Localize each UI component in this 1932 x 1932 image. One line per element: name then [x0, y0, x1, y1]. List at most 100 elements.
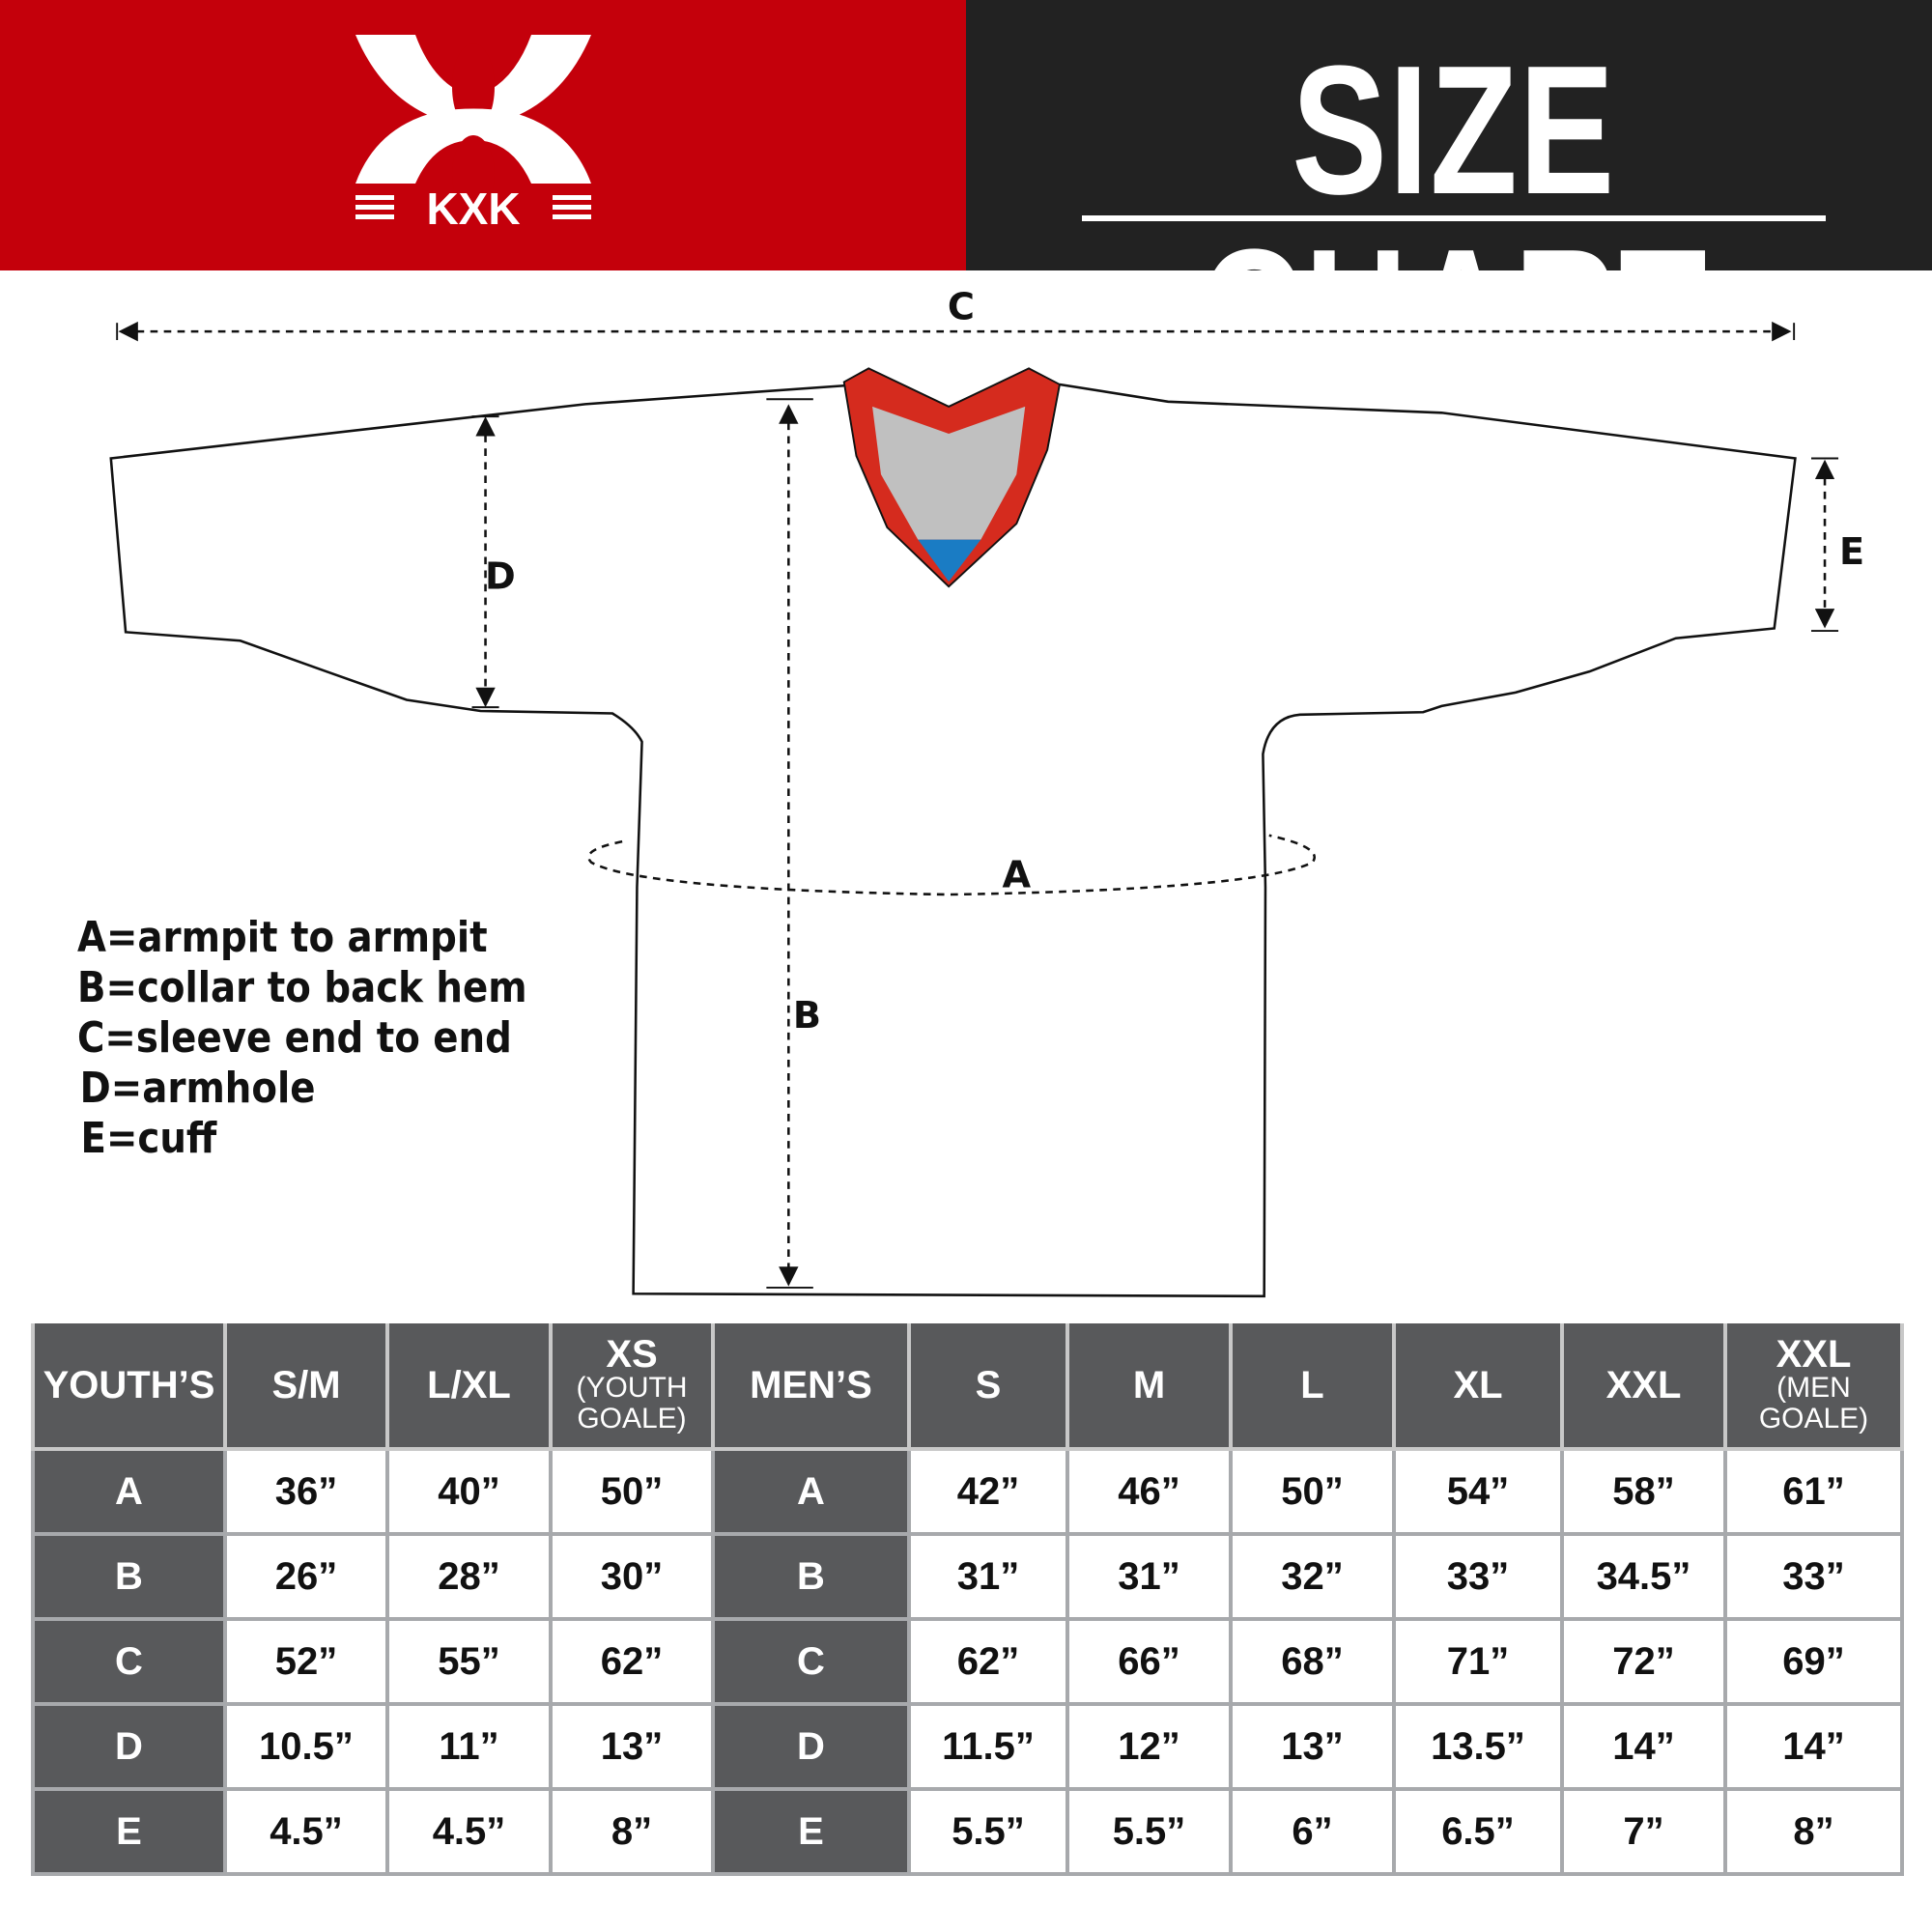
table-cell: 34.5” — [1560, 1532, 1727, 1621]
label-a: A — [1002, 853, 1031, 896]
table-cell: 61” — [1723, 1447, 1904, 1536]
table-cell: 58” — [1560, 1447, 1727, 1536]
column-header: XL — [1392, 1323, 1564, 1451]
column-header-label: XS — [606, 1333, 658, 1376]
row-label: C — [31, 1617, 227, 1706]
table-cell: 5.5” — [907, 1787, 1069, 1876]
column-header: M — [1065, 1323, 1233, 1451]
column-header: S/M — [223, 1323, 389, 1451]
logo-lettering: KXK — [426, 184, 520, 234]
label-d: D — [485, 555, 516, 599]
table-cell: 40” — [385, 1447, 553, 1536]
label-b: B — [793, 994, 821, 1037]
measurement-legend: A=armpit to armpit B=collar to back hem … — [77, 913, 527, 1164]
table-cell: 54” — [1392, 1447, 1564, 1536]
table-cell: 4.5” — [223, 1787, 389, 1876]
table-cell: 5.5” — [1065, 1787, 1233, 1876]
table-cell: 72” — [1560, 1617, 1727, 1706]
table-cell: 12” — [1065, 1702, 1233, 1791]
table-header-row: YOUTH’S S/M L/XL XS (YOUTH GOALE) MEN’S S M L XL X… — [31, 1323, 1904, 1451]
label-c: C — [948, 285, 975, 328]
column-header-label: S/M — [271, 1363, 341, 1406]
row-label: E — [711, 1787, 911, 1876]
label-e: E — [1839, 530, 1864, 574]
column-header-label: MEN’S — [750, 1363, 872, 1406]
table-cell: 66” — [1065, 1617, 1233, 1706]
column-header-label: XXL — [1605, 1363, 1682, 1406]
table-cell: 31” — [907, 1532, 1069, 1621]
table-row: E 4.5” 4.5” 8” E 5.5” 5.5” 6” 6.5” 7” 8” — [31, 1787, 1904, 1876]
table-cell: 52” — [223, 1617, 389, 1706]
collar-blue — [918, 539, 981, 582]
legend-item-c: C=sleeve end to end — [77, 1013, 512, 1063]
column-header-label: L/XL — [427, 1363, 511, 1406]
legend-item-a: A=armpit to armpit — [77, 913, 488, 962]
column-header-sublabel: (MEN GOALE) — [1758, 1372, 1869, 1435]
table-cell: 7” — [1560, 1787, 1727, 1876]
collar-gray — [872, 406, 1026, 540]
table-cell: 42” — [907, 1447, 1069, 1536]
jersey-outline — [109, 383, 1797, 1298]
column-header: XXL — [1560, 1323, 1727, 1451]
legend-item-e: E=cuff — [80, 1114, 217, 1163]
table-cell: 6” — [1229, 1787, 1396, 1876]
row-label: B — [31, 1532, 227, 1621]
row-label: E — [31, 1787, 227, 1876]
table-cell: 71” — [1392, 1617, 1564, 1706]
column-header-label: S — [975, 1363, 1002, 1406]
row-label: D — [711, 1702, 911, 1791]
table-cell: 33” — [1723, 1532, 1904, 1621]
table-cell: 46” — [1065, 1447, 1233, 1536]
table-cell: 30” — [549, 1532, 715, 1621]
kxk-logo: KXK — [355, 35, 591, 234]
table-cell: 13” — [549, 1702, 715, 1791]
table-cell: 33” — [1392, 1532, 1564, 1621]
column-header: XXL (MEN GOALE) — [1723, 1323, 1904, 1451]
table-cell: 11” — [385, 1702, 553, 1791]
column-header-sublabel: (YOUTH GOALE) — [576, 1372, 688, 1435]
table-row: A 36” 40” 50” A 42” 46” 50” 54” 58” 61” — [31, 1447, 1904, 1536]
column-header-label: XXL — [1776, 1333, 1852, 1376]
table-cell: 55” — [385, 1617, 553, 1706]
size-table: YOUTH’S S/M L/XL XS (YOUTH GOALE) MEN’S S M L XL X… — [31, 1323, 1904, 1876]
page-title: SIZE CHART — [1199, 28, 1709, 416]
row-label: D — [31, 1702, 227, 1791]
table-row: D 10.5” 11” 13” D 11.5” 12” 13” 13.5” 14” 14” — [31, 1702, 1904, 1791]
table-cell: 4.5” — [385, 1787, 553, 1876]
table-row: B 26” 28” 30” B 31” 31” 32” 33” 34.5” 33” — [31, 1532, 1904, 1621]
row-label: C — [711, 1617, 911, 1706]
table-cell: 26” — [223, 1532, 389, 1621]
table-cell: 11.5” — [907, 1702, 1069, 1791]
table-cell: 69” — [1723, 1617, 1904, 1706]
row-label: B — [711, 1532, 911, 1621]
column-header-label: YOUTH’S — [43, 1363, 215, 1406]
table-cell: 13.5” — [1392, 1702, 1564, 1791]
column-header: YOUTH’S — [31, 1323, 227, 1451]
table-cell: 36” — [223, 1447, 389, 1536]
table-cell: 8” — [1723, 1787, 1904, 1876]
table-cell: 50” — [1229, 1447, 1396, 1536]
column-header: XS (YOUTH GOALE) — [549, 1323, 715, 1451]
column-header: L — [1229, 1323, 1396, 1451]
legend-item-d: D=armhole — [79, 1064, 316, 1113]
table-cell: 32” — [1229, 1532, 1396, 1621]
table-cell: 50” — [549, 1447, 715, 1536]
legend-item-b: B=collar to back hem — [77, 963, 527, 1012]
table-cell: 13” — [1229, 1702, 1396, 1791]
header-title-panel — [966, 0, 1932, 270]
row-label: A — [711, 1447, 911, 1536]
table-cell: 31” — [1065, 1532, 1233, 1621]
table-cell: 28” — [385, 1532, 553, 1621]
table-cell: 14” — [1560, 1702, 1727, 1791]
table-cell: 68” — [1229, 1617, 1396, 1706]
row-label: A — [31, 1447, 227, 1536]
column-header-label: L — [1300, 1363, 1324, 1406]
table-cell: 14” — [1723, 1702, 1904, 1791]
column-header: L/XL — [385, 1323, 553, 1451]
column-header: S — [907, 1323, 1069, 1451]
table-cell: 6.5” — [1392, 1787, 1564, 1876]
table-cell: 62” — [907, 1617, 1069, 1706]
title-underline — [1082, 215, 1826, 221]
column-header-label: M — [1132, 1363, 1166, 1406]
